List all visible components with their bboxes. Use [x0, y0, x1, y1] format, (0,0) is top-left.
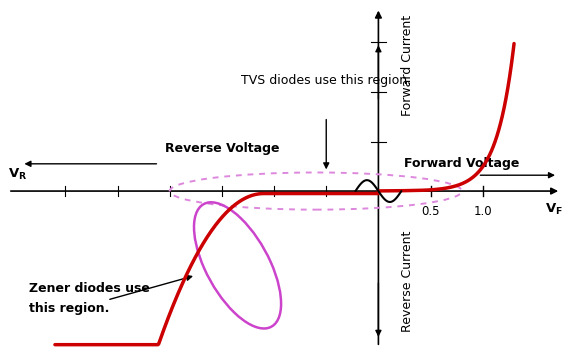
Text: Forward Current: Forward Current [401, 15, 414, 116]
Text: this region.: this region. [29, 302, 109, 315]
Text: $\mathbf{V_F}$: $\mathbf{V_F}$ [545, 202, 563, 217]
Text: 0.5: 0.5 [421, 205, 440, 218]
Text: Reverse Voltage: Reverse Voltage [164, 143, 279, 155]
Text: 1.0: 1.0 [473, 205, 492, 218]
Text: $\mathbf{V_R}$: $\mathbf{V_R}$ [8, 167, 27, 182]
Text: Zener diodes use: Zener diodes use [29, 282, 150, 295]
Text: Reverse Current: Reverse Current [401, 231, 414, 332]
Text: TVS diodes use this region.: TVS diodes use this region. [241, 74, 411, 87]
Text: Forward Voltage: Forward Voltage [404, 157, 519, 170]
